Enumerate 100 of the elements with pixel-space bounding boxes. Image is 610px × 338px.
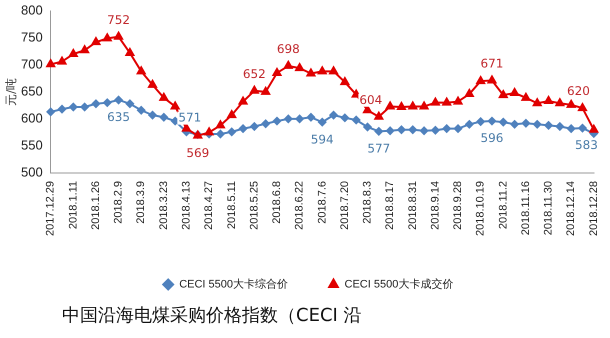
x-tick-label: 2018.12.28: [588, 180, 600, 236]
point: [306, 68, 316, 76]
y-axis-title: 元/吨: [4, 78, 18, 106]
text: 中国沿海电煤采购价格指数（CECI 沿: [62, 304, 362, 327]
x-tick-label: 2018.11.16: [520, 180, 532, 236]
point: [408, 126, 417, 134]
y-tick-label: 650: [20, 83, 43, 98]
x-tick-label: 2018.10.19: [474, 180, 487, 236]
x-tick-label: 2018.2.9: [112, 180, 125, 224]
point: [227, 110, 236, 118]
point: [160, 113, 168, 122]
x-tick-label: 2018.3.23: [158, 180, 170, 230]
point: [103, 98, 112, 107]
point: [126, 100, 134, 108]
point: [430, 98, 440, 106]
point: [295, 114, 304, 124]
x-tick-label: 2018.11.30: [542, 180, 555, 236]
point: [306, 113, 316, 122]
x-tick-label: 2018.4.27: [203, 180, 216, 230]
x-tick-label: 2018.6.22: [294, 180, 306, 230]
point: [589, 124, 598, 133]
data-label: 635: [107, 110, 130, 124]
y-tick-label: 750: [20, 29, 43, 44]
point: [521, 92, 530, 101]
point: [578, 124, 587, 132]
x-tick-label: 2017.12.29: [44, 180, 57, 236]
x-tick-label: 2018.8.31: [406, 180, 419, 230]
point: [261, 86, 270, 95]
point: [442, 124, 451, 133]
point: [566, 100, 576, 108]
point: [250, 122, 259, 131]
point: [374, 112, 384, 120]
point: [431, 126, 440, 134]
point: [69, 102, 78, 112]
data-label: 698: [276, 42, 300, 56]
point: [556, 122, 564, 131]
point: [555, 98, 564, 106]
point: [454, 96, 462, 105]
x-tick-label: 2018.9.14: [429, 180, 442, 230]
x-tick-label: 2018.12.14: [565, 180, 578, 236]
point: [238, 96, 248, 105]
point: [499, 118, 508, 126]
data-label: 620: [567, 84, 590, 98]
point: [476, 76, 486, 84]
point: [578, 103, 587, 112]
point: [510, 120, 519, 129]
point: [420, 126, 428, 135]
point: [420, 101, 429, 110]
legend-label: CECI 5500大卡综合价: [179, 278, 288, 291]
point: [363, 122, 372, 132]
point: [329, 110, 338, 120]
point: [102, 33, 112, 42]
point: [261, 120, 270, 128]
point: [137, 106, 146, 114]
point: [159, 92, 168, 101]
x-tick-label: 2018.8.3: [362, 180, 374, 224]
y-tick-label: 700: [20, 56, 43, 72]
x-tick-label: 2018.5.11: [226, 180, 238, 230]
point: [464, 89, 474, 98]
point: [92, 100, 100, 108]
point: [318, 66, 327, 74]
point: [498, 90, 508, 98]
x-tick-label: 2018.8.17: [384, 180, 396, 230]
point: [544, 96, 554, 104]
point: [454, 124, 462, 133]
point: [566, 124, 576, 133]
point: [148, 110, 157, 120]
x-tick-label: 2018.6.8: [271, 180, 284, 224]
data-label: 752: [107, 12, 130, 27]
point: [114, 96, 123, 104]
point: [136, 66, 146, 74]
y-tick-label: 800: [20, 2, 43, 18]
x-tick-label: 2018.9.28: [452, 180, 464, 230]
point: [386, 126, 394, 135]
data-label: 577: [367, 141, 390, 156]
point: [295, 63, 304, 72]
x-tick-label: 2018.1.26: [90, 180, 102, 230]
y-tick-label: 550: [20, 138, 43, 152]
point: [148, 80, 157, 88]
data-label: 604: [359, 92, 382, 107]
point: [284, 114, 292, 124]
point: [46, 108, 55, 116]
legend-label: CECI 5500大卡成交价: [344, 278, 454, 291]
data-label: 652: [242, 66, 266, 81]
point: [476, 117, 485, 126]
data-label: 571: [178, 110, 202, 125]
point: [204, 127, 214, 136]
point: [250, 86, 259, 94]
point: [272, 116, 282, 126]
point: [442, 98, 452, 106]
point: [386, 101, 395, 110]
point: [91, 37, 100, 46]
point: [510, 88, 520, 96]
x-tick-label: 2018.5.25: [248, 180, 260, 230]
x-tick-label: 2018.11.2: [497, 180, 510, 230]
point: [228, 128, 236, 136]
point: [374, 127, 384, 136]
point: [340, 114, 350, 122]
point: [216, 130, 225, 138]
x-tick-label: 2018.1.11: [67, 180, 80, 230]
